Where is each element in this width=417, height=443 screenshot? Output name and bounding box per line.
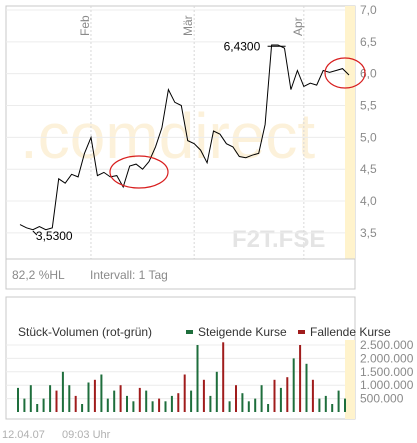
volume-bar [138,387,141,412]
volume-bar [61,371,64,412]
volume-bar [202,379,205,412]
min-annotation-label: 3,5300 [36,229,73,243]
volume-bar [100,374,103,412]
volume-bar [324,395,327,412]
volume-y-tick-label: 1.000.000 [360,378,414,392]
volume-bar [74,395,77,412]
volume-bar [196,345,199,412]
legend-swatch [186,330,193,334]
volume-bar [49,385,52,412]
volume-bar [183,374,186,412]
price-change-label: 82,2 %HL [12,268,65,282]
highlight-circle-2 [324,57,366,89]
volume-bar [273,379,276,412]
volume-bar [177,393,180,412]
price-y-tick-label: 7,0 [360,3,377,17]
legend-label: Fallende Kurse [310,325,391,339]
ticker-watermark: F2T.FSE [232,226,325,253]
volume-bar [279,387,282,412]
highlight-circle-1 [109,155,169,189]
volume-y-tick-label: 2.000.000 [360,351,414,365]
price-y-tick-label: 4,5 [360,162,377,176]
volume-bar [170,395,173,412]
volume-bar [254,398,257,412]
volume-bar [158,398,161,412]
volume-bar [119,385,122,412]
volume-bar [215,371,218,412]
volume-y-tick-label: 1.500.000 [360,365,414,379]
price-y-axis: 3,5 4,0 4,5 5,0 5,5 6,0 6,5 7,0 [360,3,377,240]
volume-bar [68,385,71,412]
volume-bar [222,342,225,412]
volume-bar [337,390,340,412]
volume-bar [81,404,84,412]
footer-date: 12.04.07 [2,429,45,441]
volume-bar [260,385,263,412]
volume-bar [42,398,45,412]
volume-bar [87,382,90,412]
month-label: Mär [181,15,195,36]
price-y-tick-label: 5,0 [360,130,377,144]
price-y-tick-label: 3,5 [360,226,377,240]
brand-watermark: .comdirect [20,100,315,172]
volume-bar [241,393,244,412]
price-y-tick-label: 6,5 [360,35,377,49]
legend-label: Steigende Kurse [198,325,287,339]
volume-bar [132,401,135,412]
price-axis-band [345,6,355,259]
volume-bar [113,390,116,412]
volume-bar [235,385,237,412]
volume-bar [318,398,321,412]
volume-y-tick-label: 2.500.000 [360,338,414,352]
volume-bar [299,345,302,412]
price-y-tick-label: 5,5 [360,99,377,113]
volume-bar [106,398,109,412]
price-y-tick-label: 6,0 [360,67,377,81]
volume-bar [164,401,167,412]
max-annotation-label: 6,4300 [224,39,261,53]
volume-bar [247,401,250,412]
volume-bar [93,379,96,412]
volume-bar [151,401,154,412]
volume-y-tick-label: 500.000 [360,392,404,406]
volume-bar [23,398,26,412]
volume-bar [209,395,212,412]
volume-bar [29,385,32,412]
volume-title: Stück-Volumen (rot-grün) [18,325,152,339]
volume-bar [267,404,270,412]
volume-bar [55,390,58,412]
price-x-labels: Feb Mär Apr [78,15,305,36]
volume-bar [228,401,231,412]
volume-bar [36,404,39,412]
volume-bar [311,379,314,412]
min-annotation-tick [32,230,38,236]
volume-bar [190,390,193,412]
price-annotations: 3,5300 6,4300 [32,39,286,243]
volume-bar [17,387,19,412]
volume-bar [126,395,128,412]
price-series-line [19,44,350,231]
month-label: Apr [291,17,305,36]
price-y-tick-label: 4,0 [360,194,377,208]
volume-bar [305,363,308,412]
month-label: Feb [78,15,92,36]
volume-y-axis: 500.0001.000.0001.500.0002.000.0002.500.… [360,338,414,406]
volume-axis-band [345,340,355,419]
volume-legend: Steigende Kurse Fallende Kurse [186,325,391,339]
volume-bar [145,390,148,412]
legend-swatch [298,330,305,334]
volume-bar [292,358,295,412]
footer-time: 09:03 Uhr [62,429,111,441]
interval-label: Intervall: 1 Tag [90,268,168,282]
volume-bar [286,377,289,412]
volume-bar [344,398,346,412]
volume-bars [17,342,346,412]
price-chart-frame [5,5,356,290]
volume-bar [331,404,334,412]
